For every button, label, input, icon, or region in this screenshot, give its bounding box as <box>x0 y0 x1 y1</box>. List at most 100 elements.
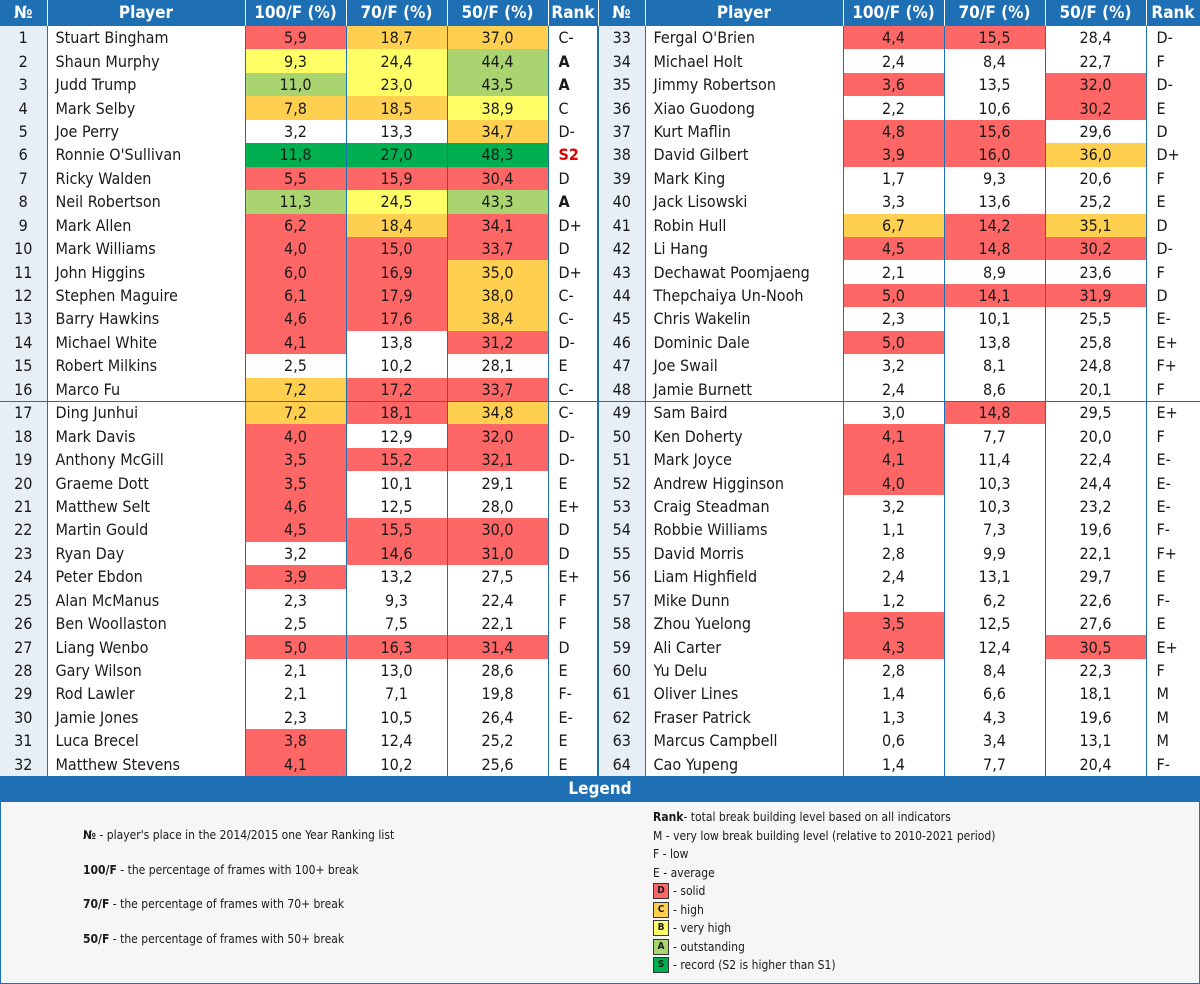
player-name: Ricky Walden <box>47 166 246 191</box>
player-name: Marco Fu <box>47 377 246 401</box>
pct-70-cell: 8,4 <box>944 49 1046 73</box>
table-row: 1 Stuart Bingham 5,9 18,7 37,0 C- 33 Fergal O'B… <box>0 26 1200 50</box>
pct-100-cell: 2,4 <box>843 565 945 589</box>
player-name: Robert Milkins <box>47 354 246 378</box>
pct-50-cell: 33,7 <box>447 377 549 401</box>
rank-position: 34 <box>598 49 646 73</box>
header-rank: Rank <box>548 0 599 26</box>
pct-70-cell: 13,6 <box>944 190 1046 214</box>
pct-70-cell: 14,6 <box>346 541 448 566</box>
table-row: 18 Mark Davis 4,0 12,9 32,0 D- 50 Ken Doherty 4,… <box>0 424 1200 448</box>
rank-position: 26 <box>0 611 48 636</box>
legend-swatch-row: D - solid <box>653 882 995 901</box>
pct-50-cell: 34,1 <box>447 213 549 237</box>
rank-position: 21 <box>0 494 48 519</box>
pct-50-cell: 35,1 <box>1045 213 1147 237</box>
rank-grade: D- <box>548 447 599 472</box>
header-100f: 100/F (%) <box>843 0 945 26</box>
rank-grade: A <box>548 72 599 97</box>
player-name: Gary Wilson <box>47 658 246 683</box>
pct-50-cell: 30,0 <box>447 518 549 542</box>
pct-70-cell: 13,8 <box>944 330 1046 355</box>
player-name: Shaun Murphy <box>47 49 246 73</box>
rank-position: 36 <box>598 96 646 120</box>
rank-position: 15 <box>0 354 48 378</box>
rank-grade: E+ <box>1146 635 1200 659</box>
pct-70-cell: 18,7 <box>346 26 448 50</box>
player-name: Alan McManus <box>47 588 246 612</box>
rank-grade: F <box>1146 260 1200 284</box>
rank-grade: E <box>548 729 599 753</box>
table-header-row: № Player 100/F (%) 70/F (%) 50/F (%) Ran… <box>0 0 1200 26</box>
player-name: Li Hang <box>645 236 844 261</box>
legend-level: F - low <box>653 847 689 861</box>
pct-100-cell: 1,4 <box>843 682 945 706</box>
pct-50-cell: 25,2 <box>447 729 549 753</box>
rank-position: 49 <box>598 400 646 425</box>
rank-grade: F+ <box>1146 541 1200 566</box>
player-name: Mark Allen <box>47 213 246 237</box>
player-name: Xiao Guodong <box>645 96 844 120</box>
rank-grade: F <box>548 611 599 636</box>
pct-70-cell: 7,3 <box>944 518 1046 542</box>
pct-50-cell: 20,1 <box>1045 377 1147 401</box>
pct-50-cell: 22,1 <box>1045 541 1147 566</box>
table-row: 12 Stephen Maguire 6,1 17,9 38,0 C- 44 Thepchai… <box>0 283 1200 308</box>
pct-50-cell: 22,3 <box>1045 658 1147 683</box>
rank-grade: M <box>1146 705 1200 730</box>
pct-50-cell: 43,5 <box>447 72 549 97</box>
pct-70-cell: 24,5 <box>346 190 448 214</box>
pct-50-cell: 31,9 <box>1045 283 1147 308</box>
rank-position: 43 <box>598 260 646 284</box>
pct-70-cell: 10,1 <box>944 307 1046 331</box>
pct-50-cell: 22,4 <box>447 588 549 612</box>
player-name: Ronnie O'Sullivan <box>47 143 246 167</box>
rank-position: 14 <box>0 330 48 355</box>
rank-position: 47 <box>598 354 646 378</box>
pct-100-cell: 1,1 <box>843 518 945 542</box>
pct-100-cell: 4,0 <box>245 236 347 261</box>
header-50f: 50/F (%) <box>447 0 549 26</box>
player-name: Ali Carter <box>645 635 844 659</box>
rank-grade: F- <box>1146 518 1200 542</box>
rank-grade: C- <box>548 307 599 331</box>
table-row: 5 Joe Perry 3,2 13,3 34,7 D- 37 Kurt Maflin 4,8 1… <box>0 119 1200 144</box>
rank-grade: F <box>1146 658 1200 683</box>
pct-50-cell: 25,8 <box>1045 330 1147 355</box>
pct-50-cell: 29,1 <box>447 471 549 495</box>
pct-70-cell: 10,3 <box>944 494 1046 519</box>
pct-70-cell: 15,9 <box>346 166 448 191</box>
pct-50-cell: 29,6 <box>1045 119 1147 144</box>
rank-grade: E+ <box>1146 400 1200 425</box>
header-70f: 70/F (%) <box>944 0 1046 26</box>
rank-position: 25 <box>0 588 48 612</box>
pct-100-cell: 2,3 <box>245 588 347 612</box>
pct-50-cell: 20,0 <box>1045 424 1147 448</box>
rank-position: 42 <box>598 236 646 261</box>
pct-100-cell: 2,1 <box>245 658 347 683</box>
player-name: Liang Wenbo <box>47 635 246 659</box>
rank-grade: D- <box>1146 72 1200 97</box>
legend-item: № - player's place in the 2014/2015 one … <box>83 828 395 842</box>
player-name: Cao Yupeng <box>645 752 844 776</box>
rank-grade: E- <box>548 705 599 730</box>
player-name: Craig Steadman <box>645 494 844 519</box>
pct-100-cell: 4,8 <box>843 119 945 144</box>
rank-position: 50 <box>598 424 646 448</box>
pct-70-cell: 14,8 <box>944 236 1046 261</box>
player-name: Michael Holt <box>645 49 844 73</box>
table-row: 14 Michael White 4,1 13,8 31,2 D- 46 Dominic Da… <box>0 330 1200 355</box>
rank-position: 31 <box>0 729 48 753</box>
pct-70-cell: 13,5 <box>944 72 1046 97</box>
pct-100-cell: 2,5 <box>245 611 347 636</box>
pct-70-cell: 8,9 <box>944 260 1046 284</box>
player-name: Thepchaiya Un-Nooh <box>645 283 844 308</box>
pct-70-cell: 16,9 <box>346 260 448 284</box>
rank-grade: F <box>1146 424 1200 448</box>
table-row: 4 Mark Selby 7,8 18,5 38,9 C 36 Xiao Guodong 2,2… <box>0 96 1200 120</box>
player-name: Neil Robertson <box>47 190 246 214</box>
player-stats-table: № Player 100/F (%) 70/F (%) 50/F (%) Ran… <box>0 0 1200 776</box>
pct-70-cell: 14,1 <box>944 283 1046 308</box>
pct-100-cell: 4,5 <box>245 518 347 542</box>
rank-grade: D <box>1146 119 1200 144</box>
